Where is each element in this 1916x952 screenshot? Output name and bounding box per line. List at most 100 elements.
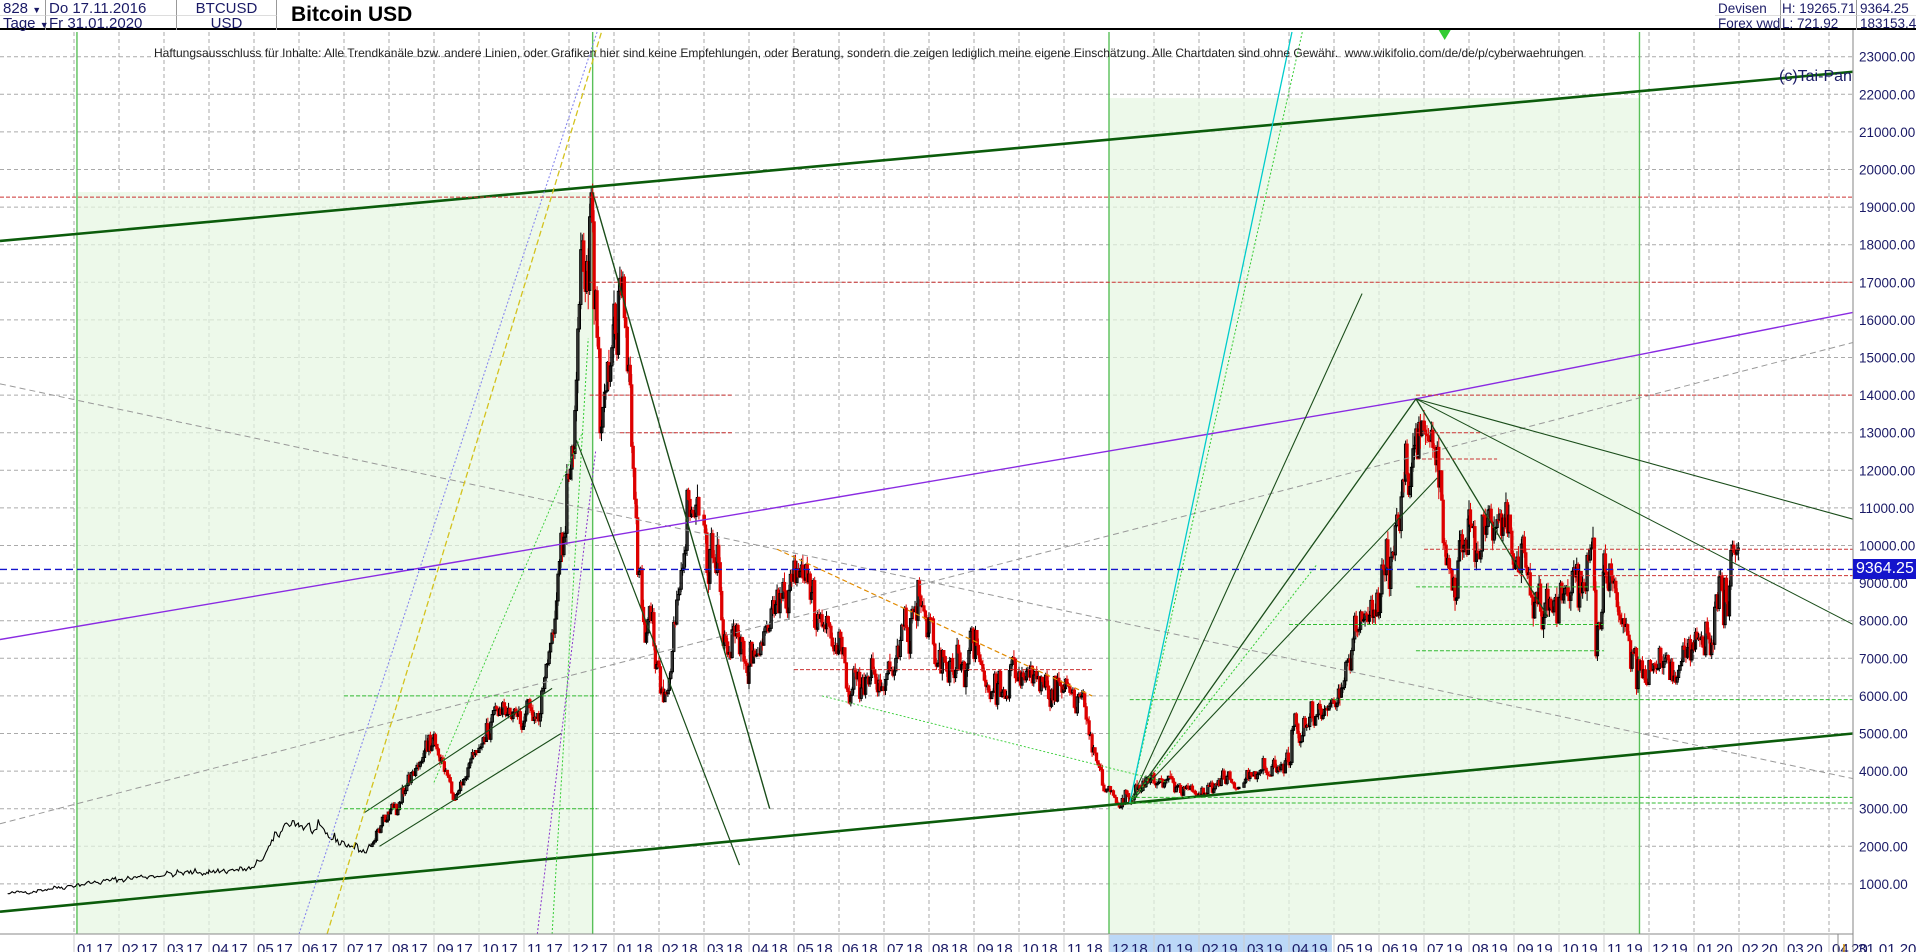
svg-text:19: 19 [1311,941,1328,952]
svg-text:4000.00: 4000.00 [1859,764,1908,779]
svg-text:23000.00: 23000.00 [1859,50,1915,65]
svg-text:05: 05 [1337,941,1354,952]
svg-text:20: 20 [1806,941,1823,952]
svg-text:19: 19 [1176,941,1193,952]
svg-text:17: 17 [501,941,518,952]
svg-text:06: 06 [1382,941,1399,952]
svg-text:17: 17 [366,941,383,952]
svg-text:04: 04 [752,941,769,952]
svg-text:11000.00: 11000.00 [1859,501,1914,516]
svg-text:12: 12 [1112,941,1129,952]
svg-text:07: 07 [1427,941,1444,952]
svg-text:18: 18 [906,941,923,952]
svg-text:19: 19 [1401,941,1418,952]
svg-text:1000.00: 1000.00 [1859,877,1908,892]
svg-text:19: 19 [1491,941,1508,952]
svg-text:03: 03 [1787,941,1804,952]
svg-text:09: 09 [437,941,454,952]
svg-text:18: 18 [816,941,833,952]
svg-text:19: 19 [1626,941,1643,952]
svg-text:09: 09 [1517,941,1534,952]
svg-text:17: 17 [411,941,428,952]
svg-text:16000.00: 16000.00 [1859,313,1915,328]
svg-text:06: 06 [842,941,859,952]
svg-text:11: 11 [1607,941,1623,952]
svg-text:18: 18 [1086,941,1103,952]
svg-text:31.01.20: 31.01.20 [1858,941,1916,952]
svg-text:19: 19 [1536,941,1553,952]
svg-text:10000.00: 10000.00 [1859,539,1915,554]
svg-text:18: 18 [726,941,743,952]
svg-text:17: 17 [321,941,338,952]
svg-text:12: 12 [1652,941,1669,952]
svg-text:20: 20 [1716,941,1733,952]
svg-text:05: 05 [797,941,814,952]
svg-text:08: 08 [932,941,949,952]
svg-text:02: 02 [1742,941,1759,952]
svg-text:11: 11 [527,941,543,952]
svg-text:19: 19 [1266,941,1283,952]
svg-text:20000.00: 20000.00 [1859,163,1915,178]
svg-text:L: L [1842,941,1850,952]
svg-text:10: 10 [1562,941,1579,952]
svg-text:18: 18 [951,941,968,952]
svg-text:17: 17 [276,941,293,952]
svg-text:19000.00: 19000.00 [1859,200,1915,215]
svg-text:18: 18 [636,941,653,952]
svg-text:18: 18 [1131,941,1148,952]
svg-text:02: 02 [1202,941,1219,952]
svg-text:17: 17 [141,941,158,952]
svg-text:14000.00: 14000.00 [1859,388,1915,403]
svg-text:20: 20 [1761,941,1778,952]
svg-text:17000.00: 17000.00 [1859,275,1915,290]
svg-text:02: 02 [662,941,679,952]
svg-text:12: 12 [572,941,589,952]
svg-text:10: 10 [482,941,499,952]
svg-text:01: 01 [617,941,634,952]
svg-text:21000.00: 21000.00 [1859,125,1915,140]
svg-text:04: 04 [1292,941,1309,952]
svg-text:2000.00: 2000.00 [1859,839,1908,854]
svg-text:05: 05 [257,941,274,952]
svg-text:19: 19 [1581,941,1598,952]
svg-text:01: 01 [1697,941,1714,952]
svg-text:03: 03 [1247,941,1264,952]
svg-text:8000.00: 8000.00 [1859,614,1908,629]
svg-text:17: 17 [591,941,608,952]
svg-text:19: 19 [1446,941,1463,952]
svg-text:03: 03 [707,941,724,952]
svg-text:18: 18 [861,941,878,952]
svg-text:6000.00: 6000.00 [1859,689,1908,704]
svg-text:02: 02 [122,941,139,952]
svg-text:18: 18 [681,941,698,952]
svg-text:18: 18 [996,941,1013,952]
svg-text:15000.00: 15000.00 [1859,351,1915,366]
svg-text:18: 18 [771,941,788,952]
svg-text:17: 17 [96,941,113,952]
svg-text:17: 17 [546,941,563,952]
svg-text:17: 17 [456,941,473,952]
svg-text:06: 06 [302,941,319,952]
svg-text:5000.00: 5000.00 [1859,727,1908,742]
svg-text:04: 04 [212,941,229,952]
svg-text:17: 17 [231,941,248,952]
svg-text:03: 03 [167,941,184,952]
svg-text:01: 01 [77,941,94,952]
svg-text:13000.00: 13000.00 [1859,426,1915,441]
svg-text:19: 19 [1356,941,1373,952]
svg-text:19: 19 [1671,941,1688,952]
svg-text:22000.00: 22000.00 [1859,87,1915,102]
svg-text:3000.00: 3000.00 [1859,802,1908,817]
svg-text:11: 11 [1067,941,1083,952]
svg-text:07: 07 [887,941,904,952]
svg-text:08: 08 [1472,941,1489,952]
svg-text:10: 10 [1022,941,1039,952]
svg-text:7000.00: 7000.00 [1859,651,1908,666]
svg-text:18000.00: 18000.00 [1859,238,1915,253]
svg-text:09: 09 [977,941,994,952]
svg-text:12000.00: 12000.00 [1859,463,1915,478]
svg-text:07: 07 [347,941,364,952]
svg-text:18: 18 [1041,941,1058,952]
svg-text:19: 19 [1221,941,1238,952]
svg-text:17: 17 [186,941,203,952]
